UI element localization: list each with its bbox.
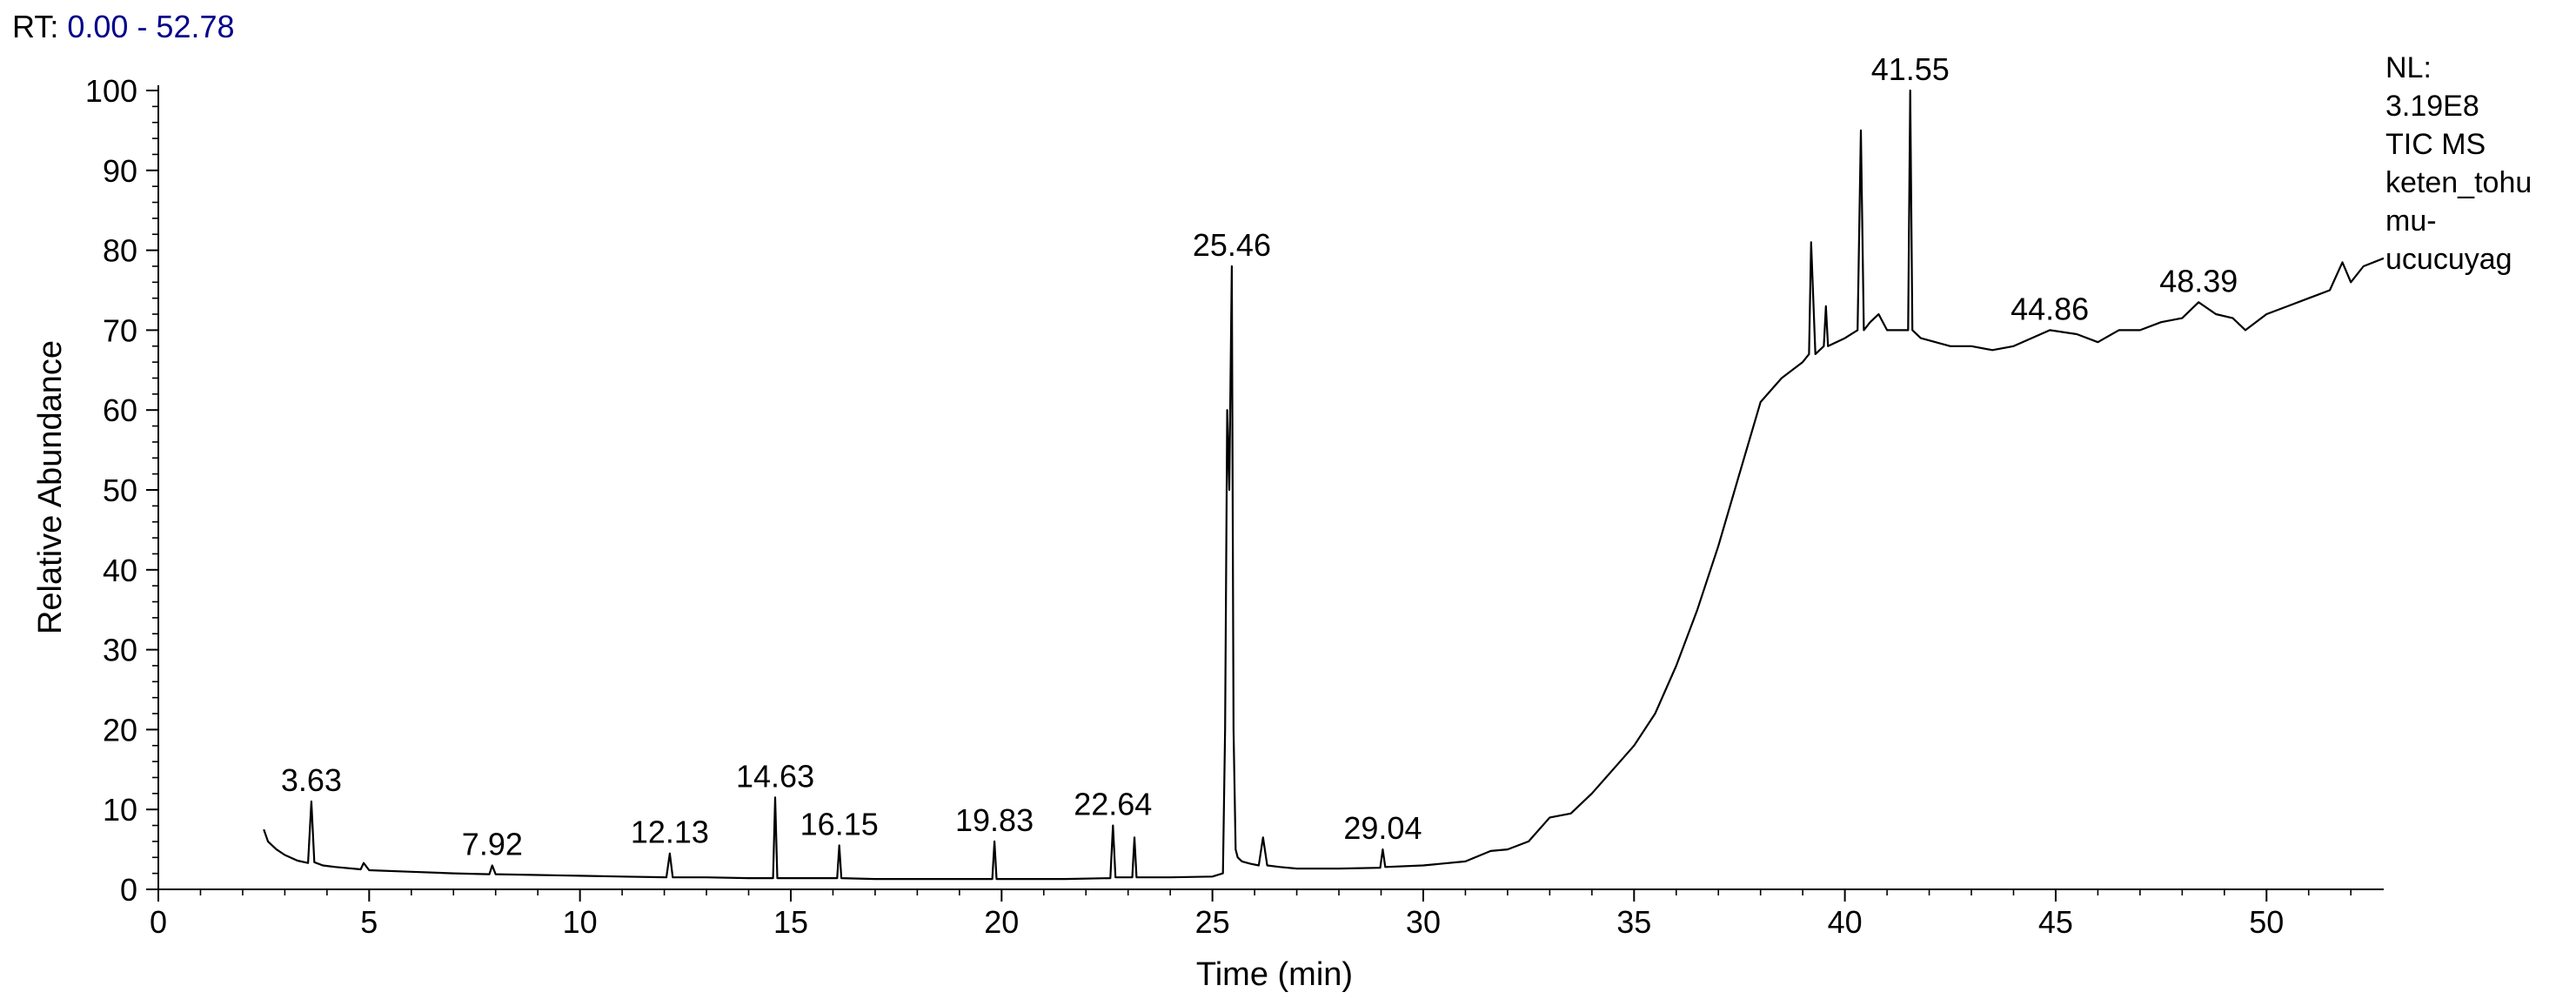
info-line-sample-1: keten_tohu [2385, 166, 2533, 199]
x-tick-label: 10 [563, 904, 598, 940]
rt-label: RT: [12, 9, 59, 44]
peak-label: 22.64 [1074, 787, 1152, 822]
x-tick-label: 5 [360, 904, 378, 940]
x-tick-label: 30 [1406, 904, 1441, 940]
tic-trace-line [263, 89, 2385, 881]
scan-info-block: NL: 3.19E8 TIC MS keten_tohu mu- ucucuya… [2385, 49, 2532, 278]
peak-label: 19.83 [955, 802, 1034, 838]
x-tick-label: 50 [2249, 904, 2284, 940]
info-line-sample-2: mu- [2385, 204, 2437, 238]
info-line-nl: NL: [2385, 51, 2432, 84]
peak-label: 25.46 [1193, 227, 1271, 263]
y-tick-label: 60 [103, 392, 137, 428]
info-line-nl-value: 3.19E8 [2385, 90, 2479, 123]
peak-label: 29.04 [1343, 810, 1422, 846]
info-line-scan-type: TIC MS [2385, 128, 2486, 161]
peak-label: 41.55 [1871, 51, 1950, 87]
y-tick-label: 50 [103, 473, 137, 508]
x-tick-label: 40 [1828, 904, 1863, 940]
peak-label: 7.92 [462, 826, 523, 862]
x-tick-label: 35 [1616, 904, 1651, 940]
peak-labels: 3.63 7.92 12.13 14.63 16.15 19.83 22.64 25.46 29… [281, 51, 2238, 862]
y-tick-label: 80 [103, 233, 137, 269]
chart-axes [157, 85, 2384, 890]
peak-label: 3.63 [281, 762, 342, 798]
chart-ticks: 0 10 20 30 40 50 60 70 80 90 100 0 5 10 15 20 25 30 35 40 45… [85, 73, 2352, 940]
peak-label: 16.15 [800, 807, 879, 842]
y-tick-label: 0 [120, 872, 137, 908]
y-tick-label: 40 [103, 553, 137, 588]
x-axis-title: Time (min) [1196, 956, 1353, 993]
y-tick-label: 70 [103, 312, 137, 348]
x-tick-label: 0 [150, 904, 167, 940]
x-tick-label: 20 [984, 904, 1019, 940]
rt-range-readout: RT: 0.00 - 52.78 [12, 9, 235, 45]
peak-label: 44.86 [2011, 291, 2089, 326]
x-tick-label: 15 [773, 904, 808, 940]
peak-label: 48.39 [2159, 263, 2238, 298]
y-tick-label: 20 [103, 712, 137, 748]
peak-label: 14.63 [736, 758, 814, 794]
y-tick-label: 30 [103, 633, 137, 668]
y-tick-label: 100 [85, 73, 137, 109]
x-tick-label: 25 [1195, 904, 1230, 940]
rt-range-value: 0.00 - 52.78 [67, 9, 235, 44]
x-tick-label: 45 [2038, 904, 2073, 940]
peak-label: 12.13 [631, 815, 709, 850]
y-tick-label: 90 [103, 153, 137, 189]
y-axis-title: Relative Abundance [32, 340, 69, 634]
y-tick-label: 10 [103, 792, 137, 828]
info-line-sample-3: ucucuyag [2385, 243, 2512, 276]
